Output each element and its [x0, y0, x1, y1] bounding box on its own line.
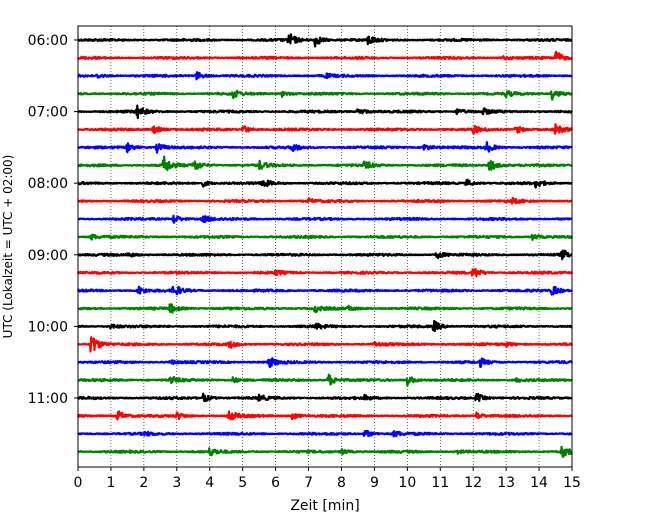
x-tick-label: 1	[106, 475, 115, 491]
x-tick-label: 0	[74, 475, 83, 491]
trace-09-30	[76, 285, 573, 296]
trace-10-45	[77, 373, 573, 387]
x-tick-label: 13	[497, 475, 515, 491]
trace-08-00	[77, 178, 573, 189]
trace-09-45	[77, 303, 573, 314]
trace-11-00	[76, 392, 573, 403]
trace-11-45	[77, 445, 573, 459]
x-tick-label: 2	[139, 475, 148, 491]
trace-08-30	[77, 214, 573, 224]
trace-09-15	[77, 267, 573, 278]
y-tick-label: 07:00	[28, 105, 68, 121]
x-tick-label: 12	[464, 475, 482, 491]
trace-07-45	[77, 155, 573, 172]
trace-07-00	[77, 104, 573, 120]
trace-06-15	[77, 50, 573, 61]
trace-06-30	[77, 71, 573, 81]
x-tick-label: 7	[304, 475, 313, 491]
y-tick-label: 06:00	[28, 33, 68, 49]
x-tick-label: 14	[530, 475, 548, 491]
trace-10-15	[77, 336, 573, 353]
trace-06-00	[77, 33, 573, 48]
y-tick-label: 09:00	[28, 248, 68, 264]
y-tick-label: 10:00	[28, 319, 68, 335]
plot-frame	[77, 25, 573, 468]
trace-09-00	[77, 249, 573, 261]
trace-06-45	[77, 89, 573, 101]
y-tick-label: 11:00	[28, 391, 68, 407]
x-tick-label: 8	[337, 475, 346, 491]
x-tick-label: 5	[238, 475, 247, 491]
x-tick-label: 9	[370, 475, 379, 491]
trace-11-15	[76, 410, 573, 421]
trace-layer	[76, 33, 574, 459]
x-tick-label: 10	[398, 475, 416, 491]
trace-10-30	[77, 357, 574, 369]
x-tick-label: 4	[205, 475, 214, 491]
trace-07-30	[77, 141, 573, 154]
y-axis-label: UTC (Lokalzeit = UTC + 02:00)	[1, 155, 15, 339]
x-tick-label: 15	[563, 475, 581, 491]
tick-layer: 0 1 2 3 4 5 6 7 8 9 10 11 12 13 14 1506:0007:0008:0009:…	[28, 33, 581, 491]
trace-08-45	[77, 233, 574, 241]
y-tick-label: 08:00	[28, 176, 68, 192]
x-axis-label: Zeit [min]	[290, 498, 359, 514]
x-tick-label: 11	[431, 475, 449, 491]
x-tick-label: 3	[172, 475, 181, 491]
trace-07-15	[77, 123, 573, 135]
x-tick-label: 6	[271, 475, 280, 491]
trace-08-15	[77, 196, 573, 205]
trace-11-30	[77, 429, 573, 438]
trace-10-00	[77, 319, 573, 333]
